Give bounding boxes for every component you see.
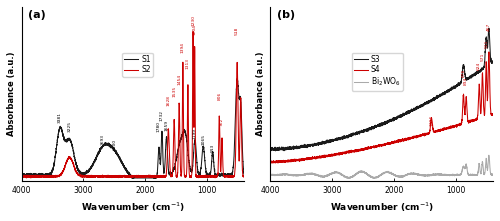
S3 [486, 27, 492, 29]
S3 [267, 148, 273, 150]
Text: 1454: 1454 [177, 74, 181, 85]
S2 [45, 175, 51, 177]
S3 [336, 137, 342, 140]
S2 [32, 175, 38, 177]
Text: 1313: 1313 [186, 58, 190, 69]
S3 [440, 93, 446, 96]
X-axis label: Wavenumber (cm$^{-1}$): Wavenumber (cm$^{-1}$) [330, 201, 434, 214]
S1 [18, 172, 24, 175]
Bi$_2$WO$_6$ [294, 175, 300, 177]
Text: 1230: 1230 [191, 15, 195, 27]
S1 [190, 150, 196, 153]
Bi$_2$WO$_6$ [440, 173, 446, 176]
S2 [46, 175, 52, 178]
S4 [294, 158, 300, 161]
Text: 511: 511 [484, 39, 488, 48]
Text: 518: 518 [235, 26, 239, 35]
S3 [281, 148, 287, 150]
Line: S1: S1 [22, 78, 244, 178]
S1 [172, 160, 178, 163]
Bi$_2$WO$_6$ [294, 175, 300, 177]
Text: 1628: 1628 [166, 95, 170, 106]
S2 [190, 30, 196, 33]
S1 [32, 173, 38, 176]
Text: 1394: 1394 [430, 115, 434, 126]
S4 [421, 133, 427, 136]
S4 [267, 161, 273, 163]
Text: 1199: 1199 [193, 128, 197, 139]
Y-axis label: Absorbance (a.u.): Absorbance (a.u.) [7, 52, 16, 136]
Text: 1204: 1204 [192, 24, 196, 35]
Text: 571: 571 [480, 52, 484, 61]
S3 [294, 145, 300, 147]
Text: 878: 878 [462, 69, 466, 77]
S1 [242, 172, 248, 175]
Text: 467: 467 [487, 23, 491, 31]
S1 [46, 173, 52, 176]
Bi$_2$WO$_6$ [344, 177, 350, 179]
S4 [281, 160, 287, 163]
S2 [24, 177, 30, 179]
Text: 3381: 3381 [58, 112, 62, 123]
Text: 1535: 1535 [172, 85, 176, 97]
S4 [440, 128, 446, 131]
S1 [129, 177, 135, 179]
S1 [234, 77, 240, 80]
S4 [294, 159, 300, 161]
Text: 2500: 2500 [112, 139, 116, 150]
Text: 1732: 1732 [160, 110, 164, 121]
S2 [242, 174, 248, 177]
Text: 834: 834 [464, 77, 468, 85]
Bi$_2$WO$_6$ [281, 173, 287, 176]
S2 [18, 175, 24, 178]
S3 [272, 150, 278, 152]
Text: 913: 913 [210, 144, 214, 152]
S1 [45, 174, 51, 176]
Line: S3: S3 [270, 28, 493, 151]
Text: 1659: 1659 [164, 120, 168, 131]
Text: 806: 806 [218, 91, 222, 100]
X-axis label: Wavenumber (cm$^{-1}$): Wavenumber (cm$^{-1}$) [81, 201, 185, 214]
Text: 1780: 1780 [157, 121, 161, 132]
S3 [490, 60, 496, 62]
Bi$_2$WO$_6$ [336, 172, 342, 174]
Bi$_2$WO$_6$ [267, 174, 273, 176]
S4 [270, 162, 276, 164]
Text: 624: 624 [477, 62, 481, 70]
Line: S4: S4 [270, 52, 493, 163]
Bi$_2$WO$_6$ [490, 174, 496, 176]
Bi$_2$WO$_6$ [486, 154, 492, 156]
Line: Bi$_2$WO$_6$: Bi$_2$WO$_6$ [270, 155, 493, 178]
Y-axis label: Absorbance (a.u.): Absorbance (a.u.) [256, 52, 264, 136]
Text: 2693: 2693 [100, 134, 104, 145]
S3 [294, 147, 300, 150]
S4 [490, 113, 496, 116]
Text: 1394: 1394 [181, 42, 185, 53]
S3 [421, 103, 427, 105]
Bi$_2$WO$_6$ [421, 174, 427, 177]
S2 [88, 175, 94, 178]
Text: 762: 762 [220, 118, 224, 126]
Legend: S1, S2: S1, S2 [122, 53, 153, 77]
Legend: S3, S4, Bi$_2$WO$_6$: S3, S4, Bi$_2$WO$_6$ [352, 53, 403, 91]
S1 [88, 167, 94, 170]
S2 [172, 168, 178, 171]
Line: S2: S2 [22, 31, 244, 178]
Text: 3225: 3225 [68, 121, 71, 132]
Text: (b): (b) [277, 10, 295, 20]
S4 [336, 153, 342, 155]
Text: (a): (a) [28, 10, 46, 20]
S2 [191, 124, 197, 127]
S4 [486, 51, 492, 53]
Text: 1065: 1065 [202, 134, 205, 145]
